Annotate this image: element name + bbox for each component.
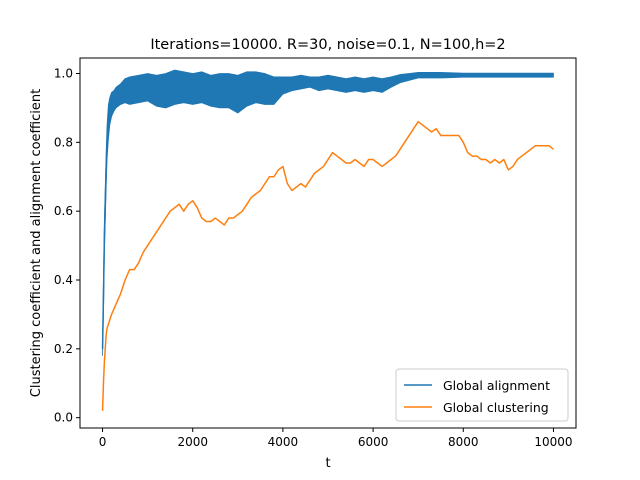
chart-title: Iterations=10000. R=30, noise=0.1, N=100… <box>150 37 505 53</box>
plot-area <box>101 69 554 411</box>
legend-label-global-alignment: Global alignment <box>443 378 550 393</box>
series-band-global-alignment <box>102 69 554 356</box>
y-tick-label: 0.6 <box>54 204 73 218</box>
y-tick-label: 0.0 <box>54 411 73 425</box>
legend: Global alignment Global clustering <box>395 368 569 422</box>
y-tick-label: 1.0 <box>54 66 73 80</box>
x-tick-label: 2000 <box>177 435 208 449</box>
x-tick-label: 6000 <box>358 435 389 449</box>
y-axis-label: Clustering coefficient and alignment coe… <box>29 89 44 397</box>
y-tick-label: 0.2 <box>54 342 73 356</box>
legend-label-global-clustering: Global clustering <box>443 400 549 415</box>
series-line-global-alignment <box>101 74 554 349</box>
x-tick-label: 8000 <box>448 435 479 449</box>
series-line-global-clustering <box>101 120 554 411</box>
legend-frame <box>395 368 569 422</box>
y-axis: 0.0 0.2 0.4 0.6 0.8 1.0 <box>54 66 80 425</box>
plot-frame <box>79 57 577 429</box>
y-tick-label: 0.4 <box>54 273 73 287</box>
x-tick-label: 0 <box>99 435 107 449</box>
y-tick-label: 0.8 <box>54 135 73 149</box>
x-axis-label: t <box>325 456 330 471</box>
x-tick-label: 4000 <box>268 435 299 449</box>
x-axis: 0 2000 4000 6000 8000 10000 <box>99 428 573 449</box>
x-tick-label: 10000 <box>534 435 572 449</box>
